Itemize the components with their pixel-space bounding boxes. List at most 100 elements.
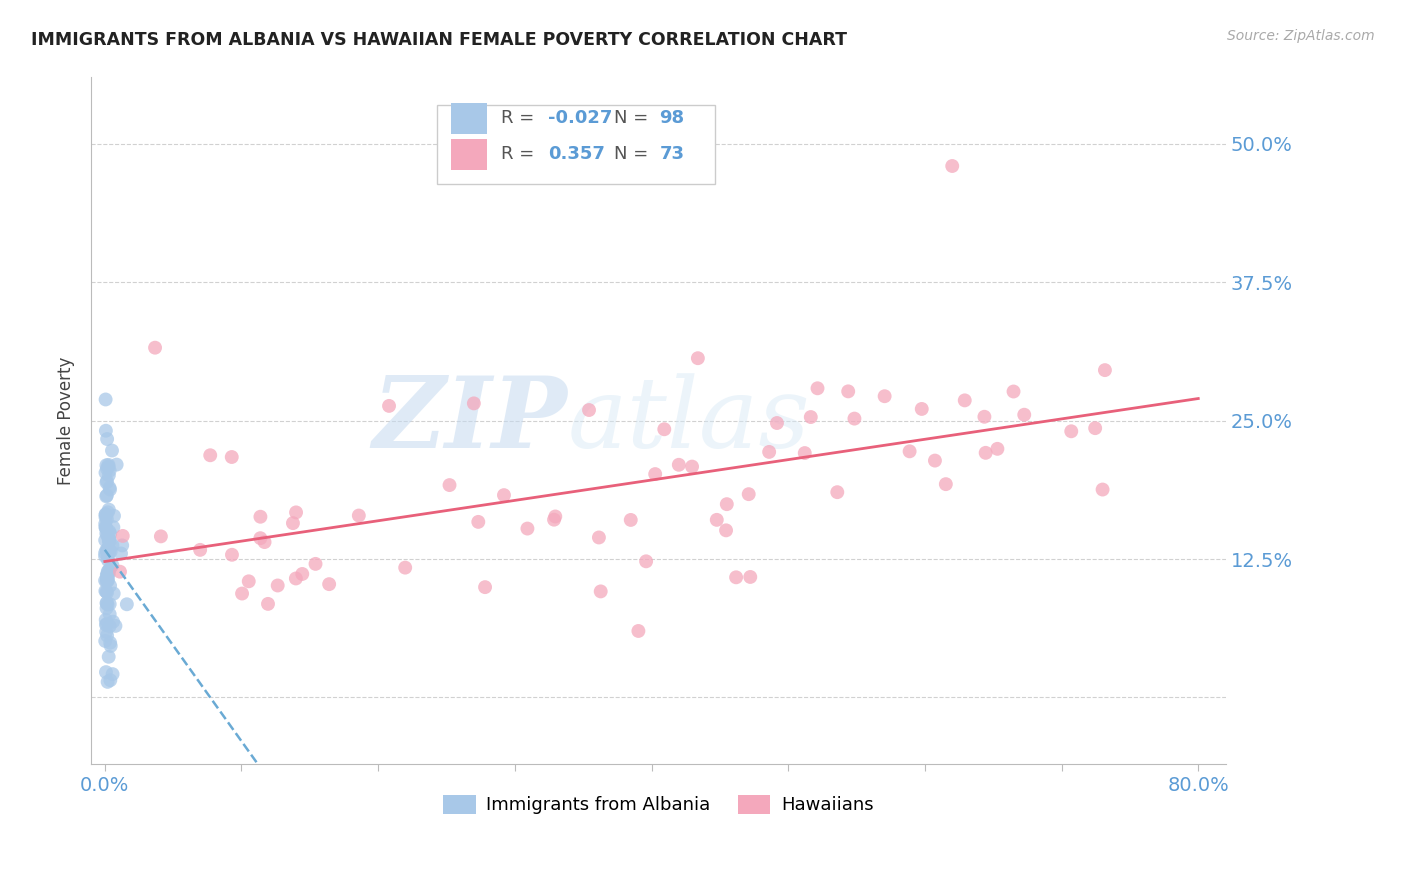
- Point: [98, 579, 121, 593]
- Point: [467, 515, 489, 529]
- Point: [221, 450, 243, 464]
- Point: [96, 488, 118, 502]
- Point: [98, 481, 121, 495]
- Point: [115, 597, 138, 611]
- Point: [94, 546, 117, 560]
- Point: [231, 586, 253, 600]
- Point: [149, 529, 172, 543]
- Point: [104, 619, 127, 633]
- Point: [96, 526, 118, 541]
- Point: [716, 497, 738, 511]
- Point: [318, 577, 340, 591]
- Point: [98, 533, 121, 548]
- Point: [806, 381, 828, 395]
- Point: [627, 624, 650, 638]
- Point: [636, 554, 658, 568]
- Point: [96, 432, 118, 446]
- Text: 98: 98: [659, 109, 685, 127]
- Point: [96, 596, 118, 610]
- Point: [924, 453, 946, 467]
- Point: [284, 572, 307, 586]
- Point: [96, 572, 118, 586]
- Legend: Immigrants from Albania, Hawaiians: Immigrants from Albania, Hawaiians: [434, 786, 883, 823]
- Point: [844, 411, 866, 425]
- Point: [97, 458, 120, 472]
- Point: [96, 585, 118, 599]
- Point: [98, 561, 121, 575]
- Text: Source: ZipAtlas.com: Source: ZipAtlas.com: [1227, 29, 1375, 43]
- Point: [100, 544, 122, 558]
- Point: [94, 520, 117, 534]
- Point: [97, 553, 120, 567]
- Point: [588, 531, 610, 545]
- Point: [94, 549, 117, 564]
- FancyBboxPatch shape: [437, 105, 716, 184]
- Point: [249, 509, 271, 524]
- Point: [827, 485, 849, 500]
- Point: [837, 384, 859, 399]
- Point: [304, 557, 326, 571]
- Point: [394, 560, 416, 574]
- Point: [98, 532, 121, 546]
- Point: [97, 549, 120, 564]
- Point: [101, 615, 124, 629]
- Point: [94, 516, 117, 531]
- Point: [620, 513, 643, 527]
- Point: [98, 597, 121, 611]
- Point: [98, 524, 121, 539]
- Point: [516, 522, 538, 536]
- Point: [96, 572, 118, 586]
- Point: [98, 619, 121, 633]
- Point: [97, 565, 120, 579]
- Y-axis label: Female Poverty: Female Poverty: [58, 357, 75, 485]
- Point: [97, 547, 120, 561]
- Point: [96, 458, 118, 473]
- Point: [1094, 363, 1116, 377]
- Text: atlas: atlas: [568, 373, 810, 468]
- Point: [94, 574, 117, 588]
- Point: [267, 578, 290, 592]
- Point: [94, 634, 117, 648]
- Point: [101, 538, 124, 552]
- Point: [738, 487, 761, 501]
- Point: [96, 522, 118, 536]
- Point: [935, 477, 957, 491]
- Point: [800, 410, 823, 425]
- Point: [94, 508, 117, 522]
- Point: [941, 159, 963, 173]
- Point: [873, 389, 896, 403]
- Point: [668, 458, 690, 472]
- Point: [94, 466, 117, 480]
- Point: [238, 574, 260, 589]
- Point: [98, 464, 121, 478]
- Point: [291, 566, 314, 581]
- Point: [96, 475, 118, 490]
- Point: [98, 543, 121, 558]
- Point: [100, 639, 122, 653]
- Point: [97, 541, 120, 556]
- Point: [589, 584, 612, 599]
- Point: [94, 392, 117, 407]
- Point: [1084, 421, 1107, 435]
- Point: [953, 393, 976, 408]
- Point: [97, 541, 120, 556]
- Text: IMMIGRANTS FROM ALBANIA VS HAWAIIAN FEMALE POVERTY CORRELATION CHART: IMMIGRANTS FROM ALBANIA VS HAWAIIAN FEMA…: [31, 31, 846, 49]
- Point: [97, 459, 120, 474]
- Point: [94, 617, 117, 632]
- Text: -0.027: -0.027: [548, 109, 613, 127]
- Point: [97, 649, 120, 664]
- Point: [94, 508, 117, 522]
- Point: [474, 580, 496, 594]
- Bar: [451, 103, 486, 134]
- Point: [285, 505, 308, 519]
- Point: [793, 446, 815, 460]
- Point: [97, 502, 120, 516]
- Point: [578, 403, 600, 417]
- Point: [1091, 483, 1114, 497]
- Point: [96, 474, 118, 488]
- Point: [97, 505, 120, 519]
- Point: [98, 483, 121, 497]
- Point: [97, 543, 120, 558]
- Point: [492, 488, 515, 502]
- Point: [439, 478, 461, 492]
